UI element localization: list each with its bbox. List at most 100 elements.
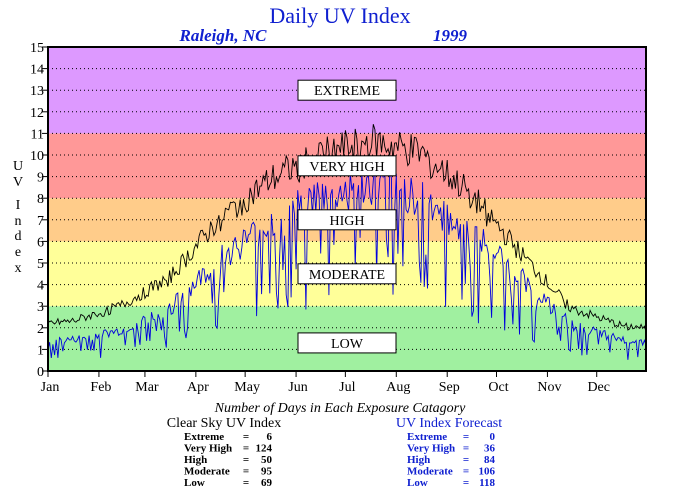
x-tick-label: Dec xyxy=(587,380,610,395)
y-axis-label-letter: n xyxy=(15,214,22,229)
band-label-text: EXTREME xyxy=(314,84,380,99)
x-tick-label: Oct xyxy=(488,380,508,395)
x-tick-label: Nov xyxy=(537,380,561,395)
summary-count: 118 xyxy=(479,477,495,489)
y-tick-label: 3 xyxy=(37,300,44,315)
chart-year: 1999 xyxy=(433,26,468,45)
x-tick-label: Mar xyxy=(135,380,159,395)
x-tick-label: May xyxy=(234,380,260,395)
x-tick-label: Feb xyxy=(90,380,111,395)
summary-equals: = xyxy=(463,454,469,466)
summary-row: Moderate = 106 xyxy=(407,466,496,478)
summary-equals: = xyxy=(463,431,469,443)
band-label-text: MODERATE xyxy=(309,268,385,283)
x-tick-label: Jun xyxy=(288,380,307,395)
summary-equals: = xyxy=(463,466,469,478)
y-tick-label: 13 xyxy=(30,84,44,99)
summary-row: High = 84 xyxy=(407,454,496,466)
band-label-text: LOW xyxy=(331,337,364,352)
summary-equals: = xyxy=(243,454,249,466)
chart-location: Raleigh, NC xyxy=(179,26,268,45)
summary-category: Moderate xyxy=(407,466,453,478)
band-label-box xyxy=(297,155,397,177)
summary-count: 69 xyxy=(261,477,273,489)
summary-table-title: UV Index Forecast xyxy=(396,416,502,431)
band-label-low: LOW xyxy=(297,332,397,354)
summary-equals: = xyxy=(243,443,249,455)
band-label-text: HIGH xyxy=(330,214,365,229)
series-line-clear-sky xyxy=(47,124,647,332)
summary-row: Very High = 36 xyxy=(407,443,496,455)
x-axis: Jan Feb Mar Apr May Jun Jul Aug Sep Oct Nov Dec xyxy=(41,371,610,395)
summary-tables: Clear Sky UV Index Extreme = 6 Very High = 124… xyxy=(167,416,502,489)
band-label-moderate: MODERATE xyxy=(297,263,397,285)
chart-title: Daily UV Index xyxy=(269,3,410,28)
plot-frame xyxy=(47,46,647,372)
band-label-text: VERY HIGH xyxy=(309,160,384,175)
summary-count: 36 xyxy=(484,443,496,455)
summary-count: 6 xyxy=(267,431,273,443)
summary-category: Extreme xyxy=(407,431,447,443)
summary-category: Low xyxy=(184,477,205,489)
summary-table-title: Clear Sky UV Index xyxy=(167,416,281,431)
summary-category: High xyxy=(407,454,430,466)
y-tick-label: 0 xyxy=(37,365,44,380)
y-tick-label: 1 xyxy=(37,343,44,358)
y-tick-label: 4 xyxy=(37,279,44,294)
band-label-box xyxy=(297,79,397,101)
y-axis-label-letter: I xyxy=(16,198,21,213)
y-tick-label: 6 xyxy=(37,235,44,250)
x-tick-label: Jul xyxy=(339,380,355,395)
y-axis-label-letter: U xyxy=(13,159,23,174)
summary-count: 84 xyxy=(484,454,496,466)
band-label-box xyxy=(297,209,397,231)
summary-equals: = xyxy=(463,443,469,455)
summary-row: Extreme = 0 xyxy=(407,431,496,443)
y-tick-label: 11 xyxy=(31,127,44,142)
summary-equals: = xyxy=(463,477,469,489)
summary-row: High = 50 xyxy=(184,454,273,466)
summary-count: 0 xyxy=(490,431,496,443)
band-label-box xyxy=(297,332,397,354)
y-tick-label: 15 xyxy=(30,41,44,56)
y-axis-label-letter: x xyxy=(15,261,22,276)
band-label-high: HIGH xyxy=(297,209,397,231)
summary-category: Very High xyxy=(407,443,455,455)
summary-equals: = xyxy=(243,431,249,443)
summary-count: 124 xyxy=(256,443,273,455)
x-tick-label: Apr xyxy=(187,380,209,395)
y-axis-label-letter: V xyxy=(13,175,23,190)
summary-row: Extreme = 6 xyxy=(184,431,273,443)
summary-category: Low xyxy=(407,477,428,489)
series-lines xyxy=(47,124,647,360)
summary-row: Very High = 124 xyxy=(184,443,273,455)
summary-row: Low = 118 xyxy=(407,477,495,489)
exposure-band-labels: LOW MODERATE HIGH VERY HIGH EXTREME xyxy=(297,79,397,354)
y-axis-label-letter: e xyxy=(15,245,21,260)
summary-category: Moderate xyxy=(184,466,230,478)
summary-count: 95 xyxy=(261,466,273,478)
summary-count: 50 xyxy=(261,454,273,466)
series-line-forecast xyxy=(47,167,647,360)
x-tick-label: Aug xyxy=(386,380,410,395)
band-label-box xyxy=(297,263,397,285)
y-tick-label: 10 xyxy=(30,149,44,164)
band-label-extreme: EXTREME xyxy=(297,79,397,101)
band-label-very-high: VERY HIGH xyxy=(297,155,397,177)
summary-equals: = xyxy=(243,477,249,489)
summary-row: Low = 69 xyxy=(184,477,273,489)
y-tick-label: 8 xyxy=(37,192,44,207)
y-tick-label: 12 xyxy=(30,106,44,121)
summary-equals: = xyxy=(243,466,249,478)
summary-category: Very High xyxy=(184,443,232,455)
summary-heading: Number of Days in Each Exposure Catagory xyxy=(214,401,466,416)
summary-count: 106 xyxy=(479,466,496,478)
x-tick-label: Jan xyxy=(41,380,60,395)
x-tick-label: Sep xyxy=(439,380,460,395)
y-axis-label-letter: d xyxy=(15,229,22,244)
summary-category: High xyxy=(184,454,207,466)
